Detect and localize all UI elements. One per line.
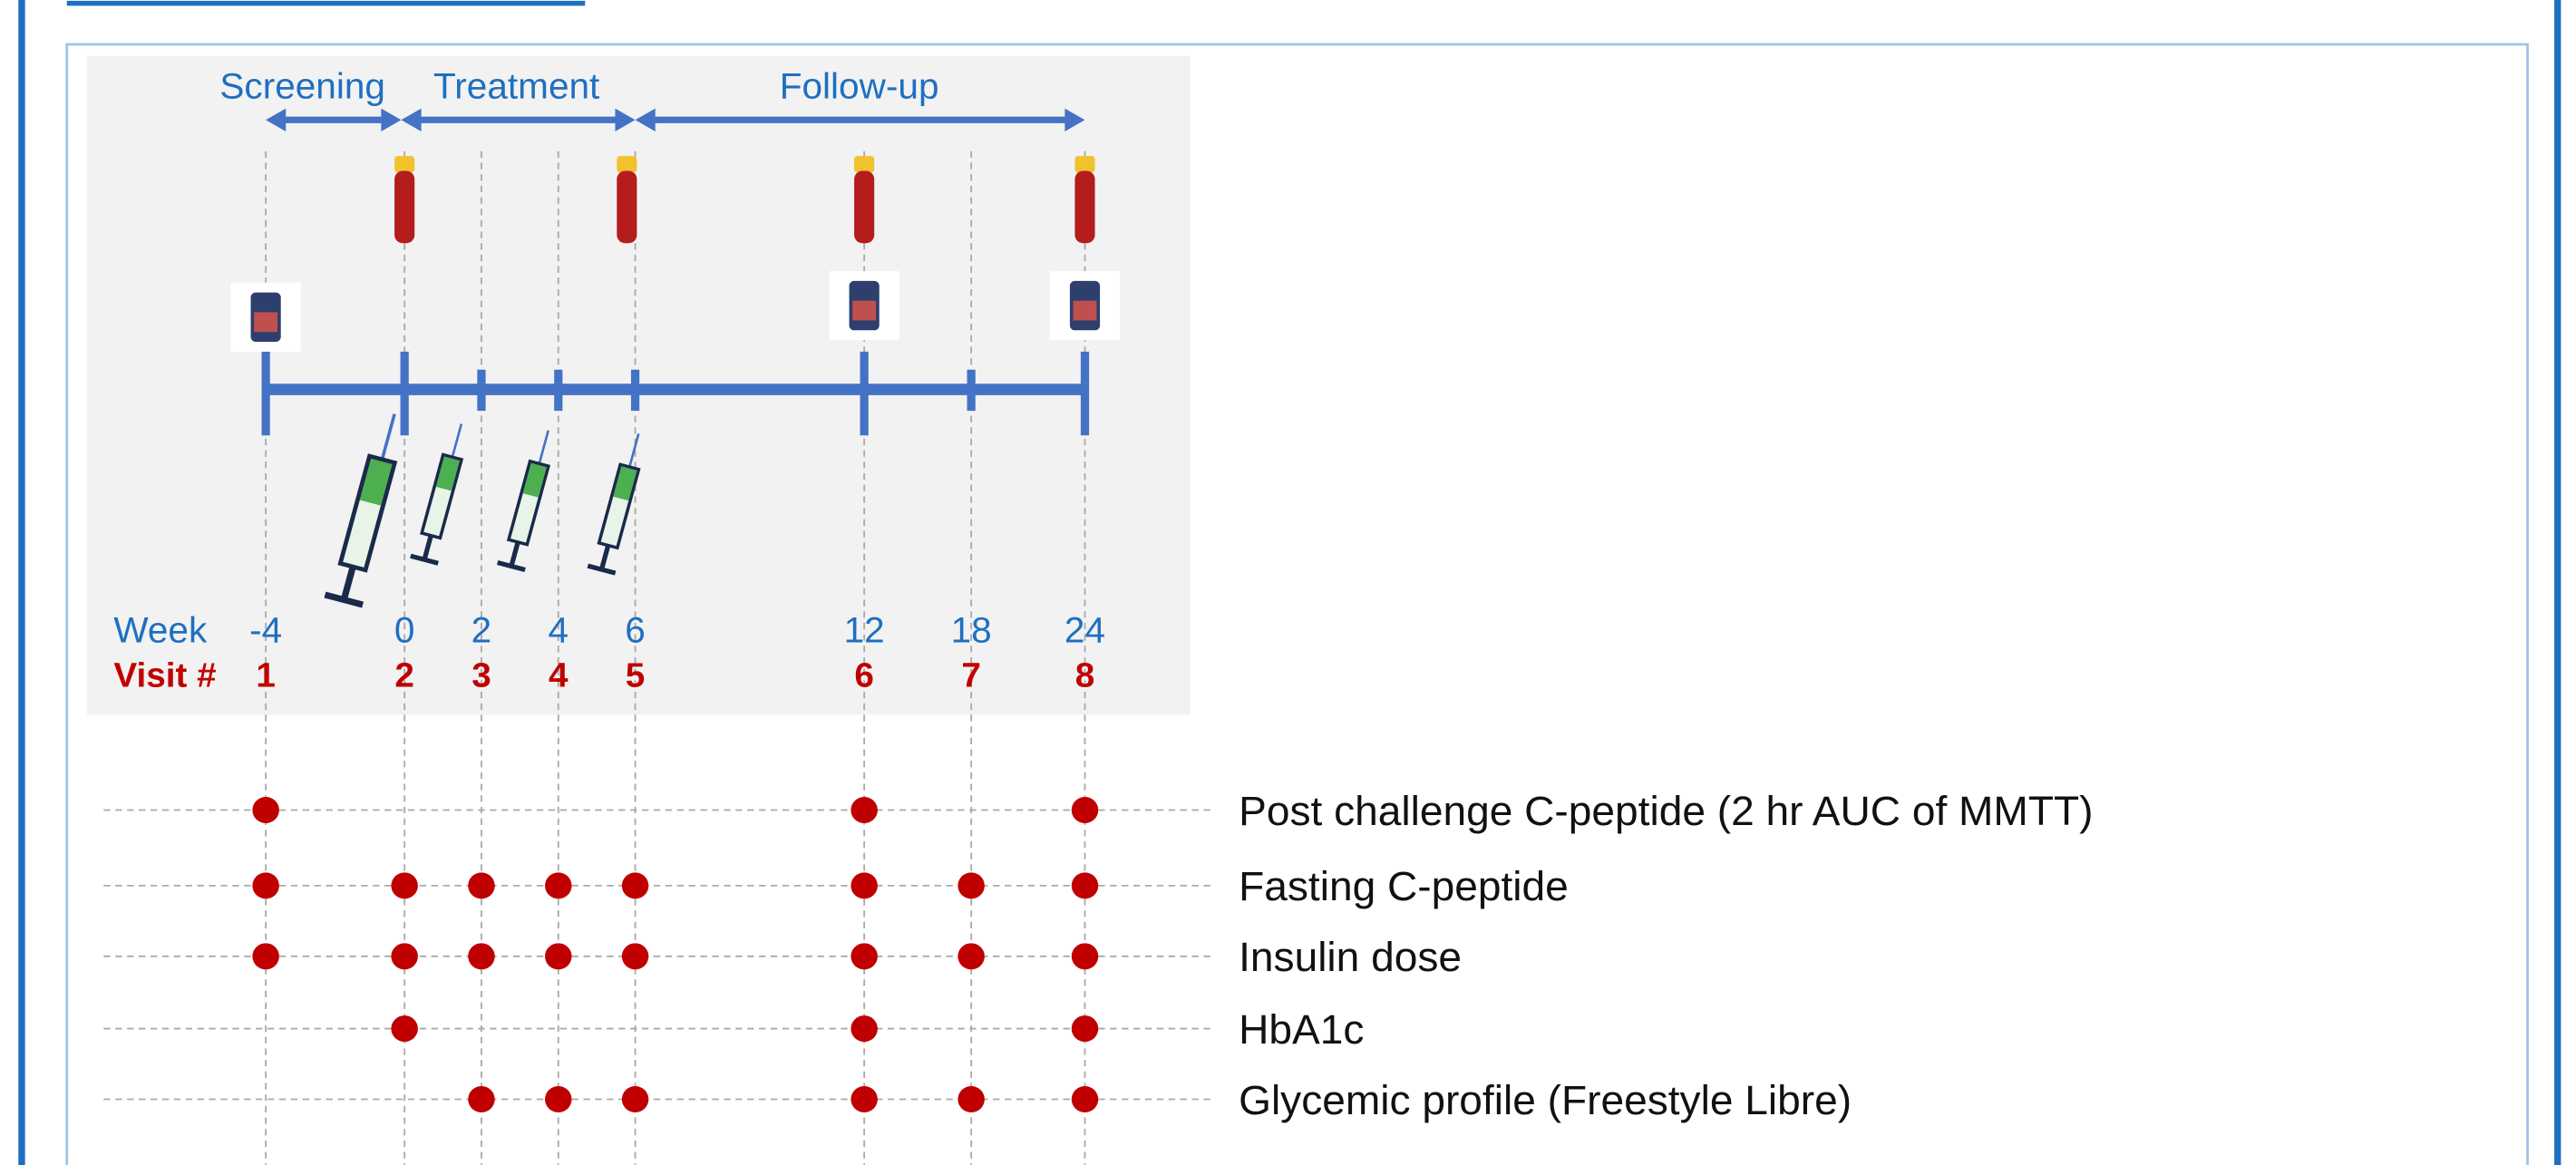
assessment-dot (1071, 872, 1099, 899)
phase-label: Treatment (433, 66, 599, 107)
assessment-dot (851, 1086, 878, 1113)
blood-tube (394, 170, 415, 244)
tube-cap (1074, 156, 1095, 173)
assessment-dot (1071, 1086, 1099, 1113)
visit-number: 7 (961, 656, 981, 695)
assessment-dot (545, 872, 572, 899)
assessment-dot (468, 872, 495, 899)
content: Screening Treatment Follow-up Week Visit # -4… (103, 66, 2093, 1165)
visit-number: 6 (854, 656, 874, 695)
assessment-dot (957, 943, 985, 970)
syringe (410, 423, 464, 566)
assessment-dot (851, 943, 878, 970)
assessment-dot (391, 872, 418, 899)
syringe-needle (628, 433, 640, 468)
phase-label: Follow-up (780, 66, 939, 107)
week-number: 12 (844, 610, 885, 651)
bottle-label (254, 312, 278, 333)
week-number: 4 (548, 610, 569, 651)
week-number: 6 (625, 610, 646, 651)
blood-tube (854, 170, 875, 244)
assessment-dot (1071, 943, 1099, 970)
assessment-dot (621, 872, 649, 899)
tube-cap (854, 156, 875, 173)
week-number: 18 (951, 610, 992, 651)
bottle-label (1073, 300, 1097, 321)
week-number: 24 (1064, 610, 1105, 651)
syringe-grip (324, 591, 365, 608)
syringe-needle (451, 423, 463, 458)
week-number: 0 (394, 610, 415, 651)
assessment-dot (391, 1015, 418, 1043)
syringe (324, 413, 398, 608)
bottle-label (852, 300, 877, 321)
blood-tube (617, 170, 637, 244)
blood-tube (1074, 170, 1095, 244)
syringe-plunger (422, 535, 433, 560)
assessment-dot (957, 872, 985, 899)
syringe-fluid (613, 466, 637, 501)
assessment-dot (252, 797, 279, 824)
panel (65, 43, 2529, 1165)
syringe-grip (587, 563, 617, 576)
assessment-dot (468, 943, 495, 970)
assessment-dot (545, 1086, 572, 1113)
assessment-dot (468, 1086, 495, 1113)
syringe (497, 430, 551, 573)
week-number: -4 (249, 610, 282, 651)
assessment-dot (252, 943, 279, 970)
assessment-label: Post challenge C-peptide (2 hr AUC of MM… (1239, 788, 2093, 834)
tube-cap (617, 156, 637, 173)
tube-cap (394, 156, 415, 173)
visit-number: 4 (549, 656, 569, 695)
syringe-grip (410, 553, 439, 566)
syringe-plunger (598, 544, 611, 570)
assessment-dot (545, 943, 572, 970)
assessment-dot (1071, 797, 1099, 824)
assessment-label: Fasting C-peptide (1239, 864, 1569, 910)
syringe-needle (380, 413, 396, 461)
visit-number: 2 (394, 656, 414, 695)
assessment-dot (252, 872, 279, 899)
week-heading: Week (113, 610, 208, 651)
assessment-label: Insulin dose (1239, 934, 1462, 980)
week-number: 2 (471, 610, 492, 651)
visit-number: 8 (1075, 656, 1095, 695)
assessment-dot (1071, 1015, 1099, 1043)
syringe-plunger (509, 541, 520, 568)
visit-number: 5 (626, 656, 646, 695)
syringe-needle (538, 430, 549, 464)
visit-number: 3 (471, 656, 491, 695)
syringe-fluid (435, 456, 460, 491)
syringe (587, 433, 641, 576)
assessment-label: Glycemic profile (Freestyle Libre) (1239, 1077, 1852, 1123)
assessment-dot (621, 1086, 649, 1113)
syringe-grip (497, 560, 526, 573)
assessment-dot (851, 1015, 878, 1043)
assessment-dot (851, 797, 878, 824)
phase-label: Screening (219, 66, 385, 107)
visit-number: 1 (256, 656, 276, 695)
assessment-dot (851, 872, 878, 899)
assessment-dot (391, 943, 418, 970)
syringe-plunger (340, 566, 356, 601)
assessment-dot (957, 1086, 985, 1113)
assessment-label: HbA1c (1239, 1006, 1364, 1053)
visit-heading: Visit # (113, 656, 216, 695)
assessment-dot (621, 943, 649, 970)
